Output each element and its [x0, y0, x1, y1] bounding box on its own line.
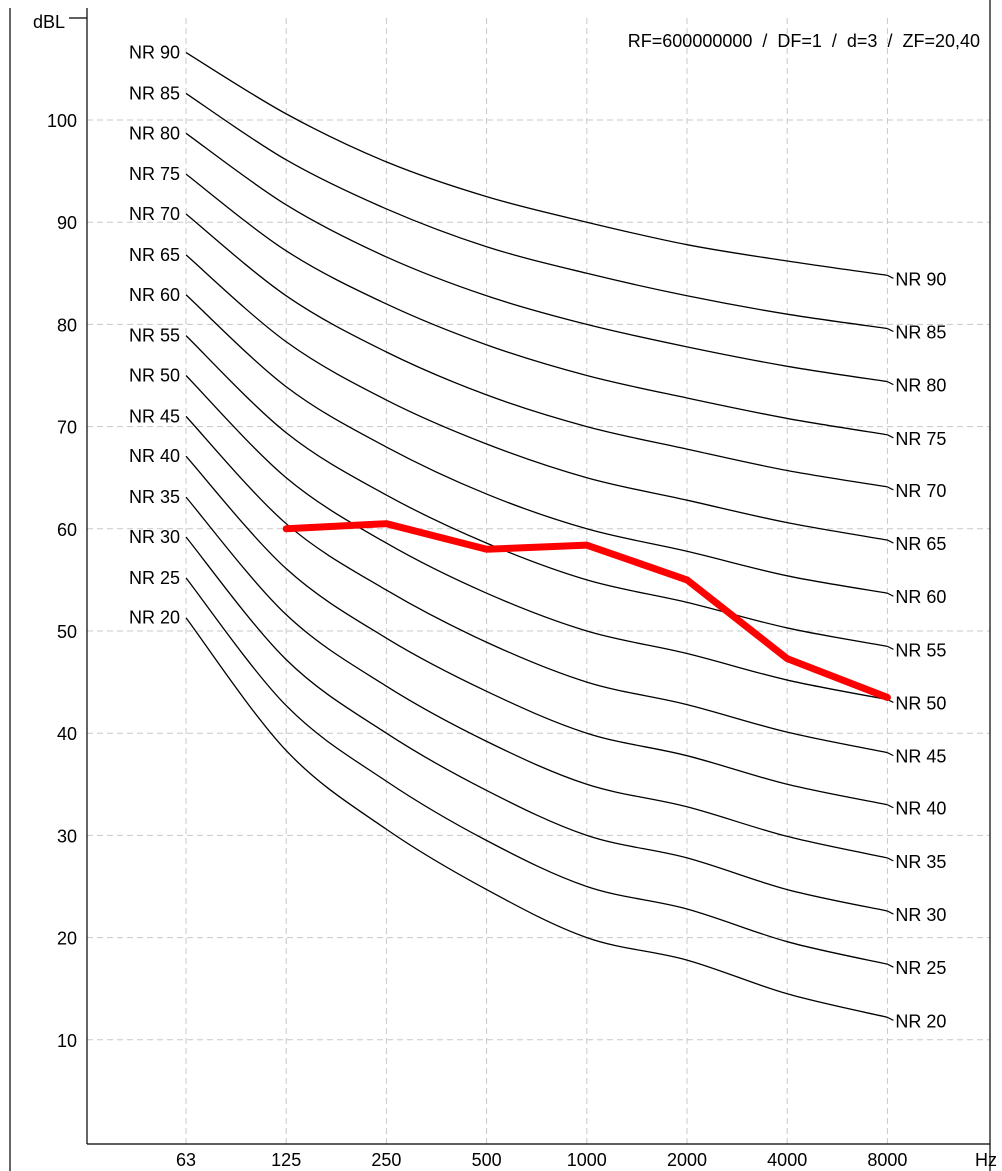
nr-curve-leader [887, 804, 894, 809]
nr-curve-label-right: NR 85 [895, 322, 946, 342]
nr-curve-label-left: NR 25 [129, 568, 180, 588]
nr-curve-label-left: NR 90 [129, 43, 180, 63]
nr-curve-line [185, 375, 888, 701]
nr-curve-leader [887, 752, 894, 757]
nr-curve-line [185, 455, 888, 806]
nr-curve-label-left: NR 50 [129, 366, 180, 386]
axes [9, 0, 991, 1171]
x-unit-label: Hz [975, 1150, 997, 1170]
nr-curve-leader [887, 539, 894, 544]
nr-curve-leader [887, 857, 894, 862]
nr-curve-leader [887, 327, 894, 333]
nr-curve-label-left: NR 45 [129, 406, 180, 426]
nr-curve-label-right: NR 45 [895, 747, 946, 767]
y-tick-label: 40 [57, 724, 77, 744]
nr-curve-line [185, 92, 888, 330]
nr-curve-leader [887, 434, 894, 439]
nr-curve-label-left: NR 30 [129, 527, 180, 547]
nr-curve-leader [887, 274, 894, 279]
nr-curve-leader [887, 910, 894, 915]
nr-curve-label-right: NR 40 [895, 799, 946, 819]
nr-curve-line [185, 254, 888, 541]
y-tick-label: 50 [57, 622, 77, 642]
y-tick-label: 60 [57, 520, 77, 540]
measured-series-line [282, 520, 891, 701]
nr-curve-label-right: NR 90 [895, 269, 946, 289]
nr-curve-leader [887, 1016, 894, 1021]
nr-curve-label-left: NR 75 [129, 164, 180, 184]
nr-curve-leader [887, 645, 894, 650]
nr-curve-line [185, 577, 888, 965]
nr-curve-label-right: NR 25 [895, 958, 946, 978]
x-tick-label: 2000 [667, 1150, 707, 1170]
nr-curve-line [185, 415, 888, 754]
nr-curve-label-left: NR 85 [129, 83, 180, 103]
nr-curve-label-left: NR 20 [129, 608, 180, 628]
nr-curve-label-left: NR 40 [129, 446, 180, 466]
nr-curve-leader [887, 381, 894, 386]
info-text: RF=600000000 / DF=1 / d=3 / ZF=20,40 [628, 31, 980, 51]
x-tick-label: 4000 [767, 1150, 807, 1170]
nr-curve-line [185, 132, 888, 383]
nr-curve-label-right: NR 55 [895, 640, 946, 660]
y-tick-label: 20 [57, 929, 77, 949]
nr-curve-leader [887, 486, 894, 491]
measured-series [282, 520, 891, 701]
nr-curve-label-left: NR 70 [129, 204, 180, 224]
nr-curve-leader [887, 963, 894, 968]
nr-curve-label-left: NR 35 [129, 487, 180, 507]
y-tick-label: 70 [57, 418, 77, 438]
nr-curve-line [185, 213, 888, 488]
nr-curve-label-right: NR 70 [895, 481, 946, 501]
labels: RF=600000000 / DF=1 / d=3 / ZF=20,40 dBL… [33, 12, 997, 1170]
x-tick-label: 63 [176, 1150, 196, 1170]
nr-curve-line [185, 335, 888, 647]
nr-curves [185, 51, 894, 1021]
y-tick-label: 100 [47, 111, 77, 131]
nr-curve-label-left: NR 80 [129, 123, 180, 143]
x-tick-label: 250 [371, 1150, 401, 1170]
x-tick-label: 125 [271, 1150, 301, 1170]
nr-curve-label-left: NR 60 [129, 285, 180, 305]
nr-curve-line [185, 294, 888, 594]
nr-curve-label-right: NR 30 [895, 905, 946, 925]
x-tick-label: 500 [472, 1150, 502, 1170]
x-tick-label: 1000 [567, 1150, 607, 1170]
y-tick-label: 80 [57, 315, 77, 335]
nr-curve-label-right: NR 35 [895, 852, 946, 872]
nr-curve-label-left: NR 65 [129, 245, 180, 265]
nr-curve-label-right: NR 50 [895, 693, 946, 713]
nr-curve-label-right: NR 80 [895, 376, 946, 396]
y-tick-label: 30 [57, 826, 77, 846]
x-tick-label: 8000 [867, 1150, 907, 1170]
nr-curve-leader [887, 592, 894, 597]
nr-curve-line [185, 173, 888, 436]
nr-curve-label-left: NR 55 [129, 326, 180, 346]
nr-curve-line [185, 496, 888, 859]
nr-curve-label-right: NR 65 [895, 534, 946, 554]
y-tick-label: 90 [57, 213, 77, 233]
nr-curve-label-right: NR 20 [895, 1011, 946, 1031]
y-tick-label: 10 [57, 1031, 77, 1051]
nr-curve-label-right: NR 75 [895, 429, 946, 449]
nr-curve-line [185, 617, 888, 1018]
nr-curve-line [185, 51, 888, 276]
y-unit-label: dBL [33, 12, 65, 32]
nr-curve-line [185, 536, 888, 912]
nr-curve-label-right: NR 60 [895, 587, 946, 607]
